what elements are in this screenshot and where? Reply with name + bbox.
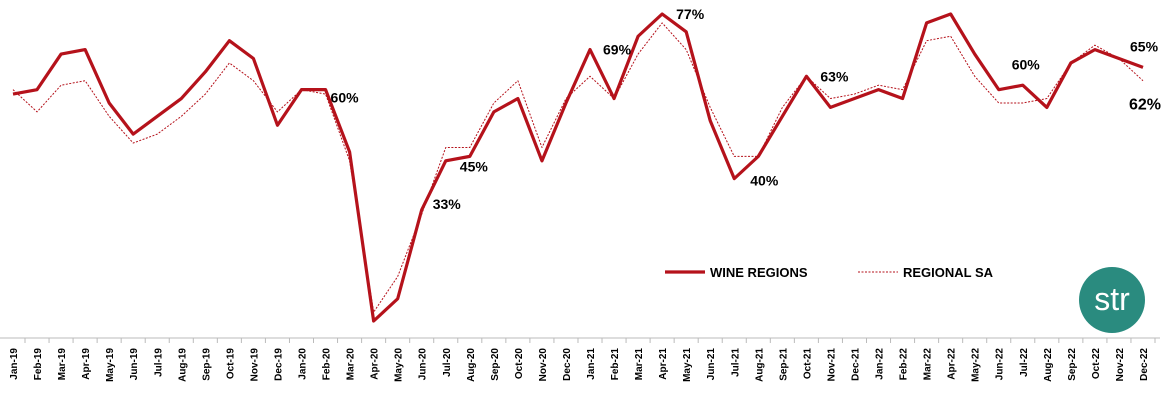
x-tick-label: Jan-19: [9, 348, 20, 380]
x-tick-label: Jul-22: [1019, 348, 1030, 377]
x-tick-label: Mar-21: [634, 348, 645, 381]
data-label: 63%: [820, 68, 849, 84]
x-tick-label: Jul-20: [442, 348, 453, 377]
series-line: [12, 22, 1144, 313]
x-tick-label: Nov-21: [826, 348, 837, 382]
x-tick-label: Sep-21: [778, 348, 789, 381]
x-tick-label: Mar-22: [923, 348, 934, 381]
x-tick-label: Feb-21: [610, 348, 621, 381]
x-tick-label: Dec-22: [1139, 348, 1150, 381]
logo: str: [1094, 281, 1130, 317]
x-tick-label: Feb-22: [899, 348, 910, 381]
x-tick-label: Sep-19: [201, 348, 212, 381]
x-tick-label: Apr-22: [947, 348, 958, 380]
x-tick-label: Jun-19: [129, 348, 140, 381]
x-tick-label: Sep-22: [1067, 348, 1078, 381]
x-tick-label: Jan-20: [298, 348, 309, 380]
x-tick-label: Nov-20: [538, 348, 549, 382]
x-tick-label: Oct-19: [225, 348, 236, 380]
x-tick-label: Dec-20: [562, 348, 573, 381]
x-tick-label: Apr-20: [370, 348, 381, 380]
x-tick-label: Feb-19: [33, 348, 44, 381]
x-tick-label: May-19: [105, 348, 116, 382]
x-tick-label: May-22: [971, 348, 982, 382]
x-tick-label: Jul-21: [730, 348, 741, 377]
logo-badge: [1079, 267, 1145, 333]
x-tick-label: Aug-20: [466, 348, 477, 382]
data-label: 77%: [676, 6, 705, 22]
x-tick-label: Jan-21: [586, 348, 597, 380]
data-label: 69%: [603, 42, 632, 58]
data-label: 60%: [1012, 57, 1041, 73]
x-tick-label: Nov-22: [1115, 348, 1126, 382]
x-tick-label: Sep-20: [490, 348, 501, 381]
x-tick-label: Oct-22: [1091, 348, 1102, 380]
x-tick-label: Jun-21: [706, 348, 717, 381]
x-tick-label: Oct-21: [802, 348, 813, 380]
x-tick-label: Mar-20: [346, 348, 357, 381]
x-tick-label: Jan-22: [875, 348, 886, 380]
x-tick-label: Aug-21: [754, 348, 765, 382]
x-tick-label: Jun-20: [418, 348, 429, 381]
x-tick-label: Apr-21: [658, 348, 669, 380]
data-label: 62%: [1129, 97, 1161, 114]
data-label: 60%: [331, 90, 360, 106]
x-tick-label: Jun-22: [995, 348, 1006, 381]
x-tick-label: Oct-20: [514, 348, 525, 380]
x-tick-label: Apr-19: [81, 348, 92, 380]
x-tick-label: Aug-19: [177, 348, 188, 382]
data-label: 65%: [1130, 38, 1159, 54]
x-tick-label: May-21: [682, 348, 693, 382]
data-label: 33%: [433, 196, 462, 212]
data-label: 45%: [460, 158, 489, 174]
x-tick-label: Feb-20: [322, 348, 333, 381]
x-tick-label: May-20: [394, 348, 405, 382]
x-tick-label: Dec-21: [850, 348, 861, 381]
series-line: [12, 12, 1144, 323]
x-tick-label: Jul-19: [153, 348, 164, 377]
data-label: 40%: [750, 173, 779, 189]
x-tick-label: Dec-19: [273, 348, 284, 381]
x-tick-label: Mar-19: [57, 348, 68, 381]
x-tick-label: Aug-22: [1043, 348, 1054, 382]
x-tick-label: Nov-19: [249, 348, 260, 382]
legend-label: REGIONAL SA: [903, 265, 994, 280]
legend-label: WINE REGIONS: [710, 265, 808, 280]
